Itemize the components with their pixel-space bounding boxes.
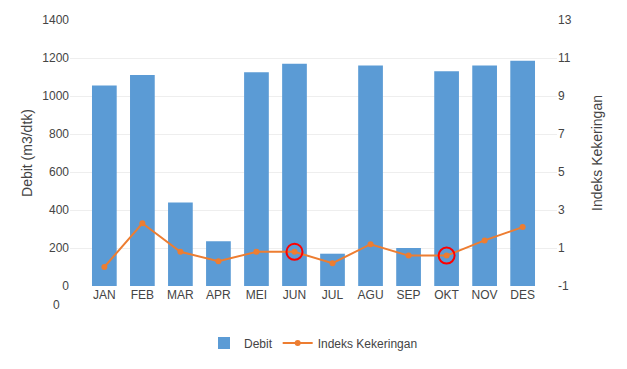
svg-text:1200: 1200 [42,51,69,65]
svg-text:OKT: OKT [434,288,459,302]
svg-text:800: 800 [49,127,69,141]
svg-text:0: 0 [53,298,60,312]
svg-text:MAR: MAR [167,288,194,302]
svg-text:1400: 1400 [42,13,69,27]
svg-text:APR: APR [206,288,231,302]
svg-text:MEI: MEI [246,288,267,302]
svg-text:FEB: FEB [131,288,154,302]
svg-text:Indeks Kekeringan: Indeks Kekeringan [589,95,605,211]
svg-text:-1: -1 [558,279,569,293]
svg-text:JUL: JUL [322,288,344,302]
svg-text:SEP: SEP [397,288,421,302]
svg-text:5: 5 [558,165,565,179]
svg-text:400: 400 [49,203,69,217]
svg-text:Debit: Debit [244,337,273,351]
svg-text:1000: 1000 [42,89,69,103]
svg-text:1: 1 [558,241,565,255]
svg-text:13: 13 [558,13,572,27]
svg-text:AGU: AGU [358,288,384,302]
svg-text:Indeks Kekeringan: Indeks Kekeringan [318,337,417,351]
svg-text:JUN: JUN [283,288,306,302]
svg-text:11: 11 [558,51,571,65]
svg-text:DES: DES [510,288,535,302]
svg-text:3: 3 [558,203,565,217]
svg-text:600: 600 [49,165,69,179]
svg-text:0: 0 [62,279,69,293]
svg-text:9: 9 [558,89,565,103]
svg-text:Debit (m3/dtk): Debit (m3/dtk) [19,109,35,197]
svg-text:200: 200 [49,241,69,255]
svg-text:JAN: JAN [93,288,116,302]
svg-text:7: 7 [558,127,565,141]
svg-text:NOV: NOV [472,288,498,302]
